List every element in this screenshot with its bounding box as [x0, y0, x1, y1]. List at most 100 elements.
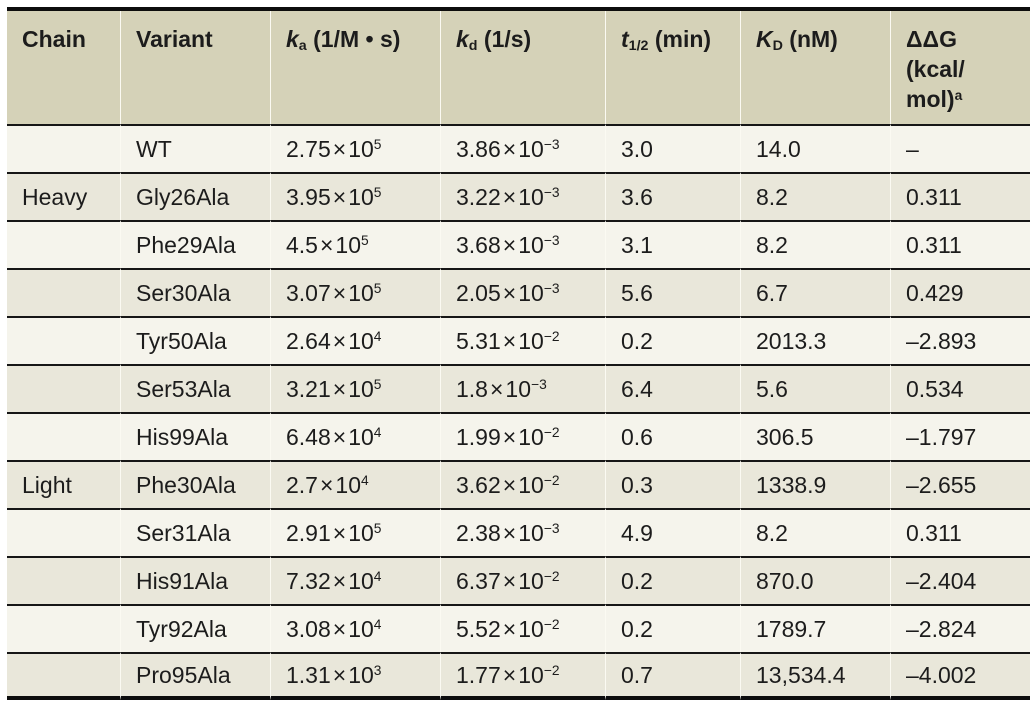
cell-chain: [7, 268, 120, 316]
cell-kD: 2013.3: [740, 316, 890, 364]
cell-ka: 3.08×104: [270, 604, 440, 652]
cell-kd: 3.86×10−3: [440, 124, 605, 172]
cell-t12: 5.6: [605, 268, 740, 316]
cell-variant: Phe30Ala: [120, 460, 270, 508]
cell-ddg: –: [890, 124, 1030, 172]
cell-t12: 3.6: [605, 172, 740, 220]
cell-kd: 2.38×10−3: [440, 508, 605, 556]
cell-t12: 3.1: [605, 220, 740, 268]
table-row: His91Ala 7.32×104 6.37×10−2 0.2 870.0 –2.404: [7, 556, 1030, 604]
cell-kd: 6.37×10−2: [440, 556, 605, 604]
cell-kd: 1.99×10−2: [440, 412, 605, 460]
cell-ddg: –2.404: [890, 556, 1030, 604]
cell-kD: 8.2: [740, 220, 890, 268]
cell-ddg: –2.893: [890, 316, 1030, 364]
cell-kd: 1.77×10−2: [440, 652, 605, 700]
table-row: Tyr92Ala 3.08×104 5.52×10−2 0.2 1789.7 –2.824: [7, 604, 1030, 652]
cell-chain: [7, 220, 120, 268]
cell-chain: [7, 364, 120, 412]
kinetics-table: Chain Variant ka (1/M • s) kd (1/s) t1/2 (mi…: [7, 7, 1030, 700]
table-row: Heavy Gly26Ala 3.95×105 3.22×10−3 3.6 8.2 0.31…: [7, 172, 1030, 220]
cell-kd: 5.31×10−2: [440, 316, 605, 364]
table-header-row: Chain Variant ka (1/M • s) kd (1/s) t1/2 (mi…: [7, 11, 1030, 124]
cell-kD: 8.2: [740, 172, 890, 220]
cell-t12: 0.3: [605, 460, 740, 508]
cell-variant: Ser53Ala: [120, 364, 270, 412]
cell-kD: 306.5: [740, 412, 890, 460]
cell-ka: 2.91×105: [270, 508, 440, 556]
cell-ka: 3.21×105: [270, 364, 440, 412]
table-body: WT 2.75×105 3.86×10−3 3.0 14.0– Heavy Gly26Ala…: [7, 124, 1030, 700]
cell-chain: [7, 556, 120, 604]
cell-ka: 4.5×105: [270, 220, 440, 268]
cell-variant: Phe29Ala: [120, 220, 270, 268]
cell-chain: Heavy: [7, 172, 120, 220]
table-row: WT 2.75×105 3.86×10−3 3.0 14.0–: [7, 124, 1030, 172]
column-header-variant: Variant: [120, 11, 270, 124]
column-header-chain: Chain: [7, 11, 120, 124]
table-head: Chain Variant ka (1/M • s) kd (1/s) t1/2 (mi…: [7, 11, 1030, 124]
cell-ka: 6.48×104: [270, 412, 440, 460]
cell-kd: 3.22×10−3: [440, 172, 605, 220]
cell-ddg: 0.429: [890, 268, 1030, 316]
cell-kd: 3.68×10−3: [440, 220, 605, 268]
cell-t12: 0.7: [605, 652, 740, 700]
cell-t12: 0.6: [605, 412, 740, 460]
column-header-kd: kd (1/s): [440, 11, 605, 124]
cell-kd: 1.8×10−3: [440, 364, 605, 412]
cell-kD: 870.0: [740, 556, 890, 604]
cell-kD: 1789.7: [740, 604, 890, 652]
cell-kD: 6.7: [740, 268, 890, 316]
cell-ddg: 0.311: [890, 220, 1030, 268]
cell-t12: 4.9: [605, 508, 740, 556]
cell-t12: 0.2: [605, 604, 740, 652]
cell-kd: 3.62×10−2: [440, 460, 605, 508]
table-row: Ser53Ala 3.21×105 1.8×10−3 6.4 5.6 0.534: [7, 364, 1030, 412]
table-row: Pro95Ala 1.31×103 1.77×10−2 0.7 13,534.4 –4.0…: [7, 652, 1030, 700]
cell-kD: 1338.9: [740, 460, 890, 508]
cell-ddg: 0.534: [890, 364, 1030, 412]
cell-variant: His99Ala: [120, 412, 270, 460]
cell-chain: Light: [7, 460, 120, 508]
table-row: Phe29Ala 4.5×105 3.68×10−3 3.1 8.2 0.311: [7, 220, 1030, 268]
cell-ka: 3.07×105: [270, 268, 440, 316]
cell-ddg: 0.311: [890, 172, 1030, 220]
cell-variant: Tyr50Ala: [120, 316, 270, 364]
table-row: Light Phe30Ala 2.7×104 3.62×10−2 0.3 1338.9 –2…: [7, 460, 1030, 508]
cell-kD: 8.2: [740, 508, 890, 556]
cell-ka: 2.64×104: [270, 316, 440, 364]
cell-ka: 7.32×104: [270, 556, 440, 604]
cell-kd: 5.52×10−2: [440, 604, 605, 652]
cell-kD: 14.0: [740, 124, 890, 172]
cell-ka: 2.7×104: [270, 460, 440, 508]
cell-kD: 13,534.4: [740, 652, 890, 700]
cell-kd: 2.05×10−3: [440, 268, 605, 316]
cell-ddg: –2.655: [890, 460, 1030, 508]
table-row: His99Ala 6.48×104 1.99×10−2 0.6 306.5 –1.797: [7, 412, 1030, 460]
column-header-ddg: ΔΔG (kcal/mol)a: [890, 11, 1030, 124]
cell-ka: 3.95×105: [270, 172, 440, 220]
cell-variant: His91Ala: [120, 556, 270, 604]
column-header-kD: KD (nM): [740, 11, 890, 124]
cell-t12: 0.2: [605, 556, 740, 604]
column-header-ka: ka (1/M • s): [270, 11, 440, 124]
cell-t12: 6.4: [605, 364, 740, 412]
cell-ddg: –1.797: [890, 412, 1030, 460]
cell-chain: [7, 124, 120, 172]
cell-t12: 3.0: [605, 124, 740, 172]
cell-chain: [7, 604, 120, 652]
cell-t12: 0.2: [605, 316, 740, 364]
cell-variant: Ser31Ala: [120, 508, 270, 556]
cell-variant: Pro95Ala: [120, 652, 270, 700]
cell-variant: Ser30Ala: [120, 268, 270, 316]
column-header-t12: t1/2 (min): [605, 11, 740, 124]
table-row: Tyr50Ala 2.64×104 5.31×10−2 0.2 2013.3 –2.893: [7, 316, 1030, 364]
cell-ddg: –4.002: [890, 652, 1030, 700]
cell-ka: 2.75×105: [270, 124, 440, 172]
cell-chain: [7, 508, 120, 556]
table-row: Ser31Ala 2.91×105 2.38×10−3 4.9 8.2 0.311: [7, 508, 1030, 556]
cell-variant: Gly26Ala: [120, 172, 270, 220]
cell-ka: 1.31×103: [270, 652, 440, 700]
cell-kD: 5.6: [740, 364, 890, 412]
